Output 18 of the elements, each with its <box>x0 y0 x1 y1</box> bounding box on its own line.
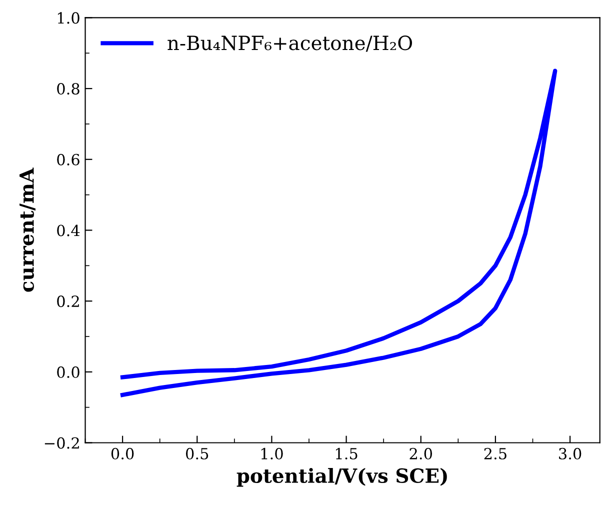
legend-label: n-Bu₄NPF₆+acetone/H₂O <box>168 36 412 52</box>
x-tick-label: 3.0 <box>559 448 582 460</box>
y-tick-label: 0.0 <box>57 366 80 378</box>
x-axis-title: potential/V(vs SCE) <box>236 468 447 487</box>
x-tick-label: 0.0 <box>111 448 134 460</box>
x-tick-label: 0.5 <box>186 448 208 460</box>
y-tick-label: 0.6 <box>57 154 80 166</box>
x-tick-label: 1.0 <box>261 448 283 460</box>
x-tick-label: 2.5 <box>484 448 506 460</box>
y-axis-title: current/mA <box>20 168 36 292</box>
y-tick-label: −0.2 <box>44 437 79 449</box>
y-tick-label: 1.0 <box>58 12 80 24</box>
y-tick-label: 0.2 <box>57 296 79 308</box>
y-tick-label: 0.8 <box>57 83 80 95</box>
x-tick-label: 1.5 <box>336 448 358 460</box>
line-series <box>120 68 558 398</box>
x-tick-label: 2.0 <box>410 448 432 460</box>
y-tick-label: 0.4 <box>57 224 80 236</box>
